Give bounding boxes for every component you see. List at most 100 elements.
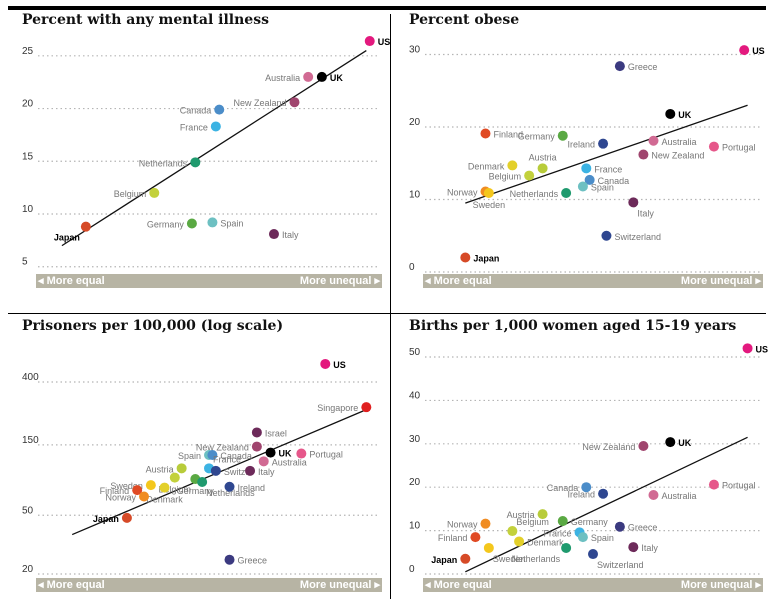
data-point xyxy=(581,482,592,493)
point-label: Sweden xyxy=(493,554,526,564)
data-point xyxy=(628,197,639,208)
y-tick-label: 20 xyxy=(409,117,421,128)
chart-panel-obese: Percent obese 0 10 20 30 US Greece UK Finland Ge… xyxy=(405,10,765,308)
data-point xyxy=(176,463,187,474)
data-point xyxy=(316,71,327,82)
point-label: Belgium xyxy=(159,485,192,495)
data-point xyxy=(210,465,221,476)
trend-line xyxy=(465,436,748,573)
y-tick-label: 400 xyxy=(22,372,39,383)
y-tick-label: 20 xyxy=(409,477,421,488)
point-label: Switz. xyxy=(224,467,248,477)
chart-plot: 5 10 15 20 25 US Australia UK New Zealand Canada F… xyxy=(22,36,390,268)
data-point xyxy=(524,170,535,181)
data-point xyxy=(139,491,150,502)
data-point xyxy=(207,217,218,228)
data-point xyxy=(483,187,494,198)
more-equal-label: ◂ More equal xyxy=(38,579,105,591)
y-tick-label: 150 xyxy=(22,435,39,446)
point-label: Belgium xyxy=(489,172,522,182)
point-label: France xyxy=(213,454,241,464)
data-point xyxy=(480,128,491,139)
point-label: Germany xyxy=(177,486,215,496)
y-tick-label: 0 xyxy=(409,564,415,575)
point-label: UK xyxy=(330,73,343,83)
more-unequal-label: More unequal ▸ xyxy=(680,275,761,287)
data-point xyxy=(361,402,372,413)
y-tick-label: 10 xyxy=(409,521,421,532)
point-label: France xyxy=(180,122,208,132)
data-point xyxy=(364,36,375,47)
more-equal-label: ◂ More equal xyxy=(38,275,105,287)
data-point xyxy=(581,163,592,174)
chart-plot: 20 50 150 400 US Singapore Israel New Zealand UK… xyxy=(22,358,380,575)
point-label: Germany xyxy=(147,219,185,229)
data-point xyxy=(121,512,132,523)
data-point xyxy=(507,160,518,171)
data-point xyxy=(145,480,156,491)
data-point xyxy=(557,130,568,141)
chart-title: Percent obese xyxy=(409,12,520,28)
data-point xyxy=(628,542,639,553)
data-point xyxy=(132,485,143,496)
data-point xyxy=(665,108,676,119)
point-label: Italy xyxy=(282,230,299,240)
point-label: Israel xyxy=(265,428,287,438)
point-label: Germany xyxy=(571,517,609,527)
point-label: Switzerland xyxy=(614,232,661,242)
data-point xyxy=(739,45,750,56)
point-label: Sweden xyxy=(110,481,143,491)
point-label: Switzerland xyxy=(597,560,644,570)
point-label: Denmark xyxy=(146,495,183,505)
data-point xyxy=(149,187,160,198)
point-label: US xyxy=(333,360,346,370)
point-label: US xyxy=(378,37,391,47)
point-label: Australia xyxy=(661,491,696,501)
horizontal-divider xyxy=(8,313,766,314)
y-tick-label: 50 xyxy=(22,505,34,516)
point-label: Netherlands xyxy=(139,158,188,168)
y-tick-label: 30 xyxy=(409,45,421,56)
x-axis-bar: ◂ More equal More unequal ▸ xyxy=(36,274,382,288)
data-point xyxy=(258,456,269,467)
point-label: Ireland xyxy=(238,483,266,493)
point-label: Belgium xyxy=(516,517,549,527)
point-label: Spain xyxy=(591,533,614,543)
y-tick-label: 15 xyxy=(22,151,34,162)
x-axis-bar: ◂ More equal More unequal ▸ xyxy=(423,274,763,288)
data-point xyxy=(614,61,625,72)
point-label: Spain xyxy=(178,451,201,461)
point-label: Australia xyxy=(661,137,696,147)
data-point xyxy=(268,229,279,240)
point-label: UK xyxy=(678,110,691,120)
data-point xyxy=(561,187,572,198)
chart-panel-prisoners: Prisoners per 100,000 (log scale) 20 50 15… xyxy=(18,316,386,598)
data-point xyxy=(224,554,235,565)
point-label: Japan xyxy=(431,555,457,565)
vertical-divider xyxy=(390,14,391,599)
point-label: Japan xyxy=(473,254,499,264)
data-point xyxy=(588,549,598,560)
point-label: Italy xyxy=(637,208,654,218)
y-tick-label: 10 xyxy=(22,204,34,215)
y-tick-label: 40 xyxy=(409,390,421,401)
trend-line xyxy=(465,104,748,204)
point-label: New Zealand xyxy=(233,98,286,108)
point-label: Greece xyxy=(238,556,268,566)
point-label: Finland xyxy=(493,130,523,140)
data-point xyxy=(648,490,659,501)
x-axis-bar: ◂ More equal More unequal ▸ xyxy=(36,578,382,592)
point-label: UK xyxy=(279,449,292,459)
data-point xyxy=(514,536,525,547)
point-label: Germany xyxy=(518,132,556,142)
point-label: Austria xyxy=(529,152,557,162)
data-point xyxy=(169,472,180,483)
point-label: Norway xyxy=(447,520,478,530)
point-label: Portugal xyxy=(722,143,756,153)
y-tick-label: 25 xyxy=(22,46,34,57)
x-axis-bar: ◂ More equal More unequal ▸ xyxy=(423,578,763,592)
point-label: Japan xyxy=(93,514,119,524)
point-label: Canada xyxy=(598,176,630,186)
y-tick-label: 50 xyxy=(409,347,421,358)
point-label: Australia xyxy=(272,457,307,467)
